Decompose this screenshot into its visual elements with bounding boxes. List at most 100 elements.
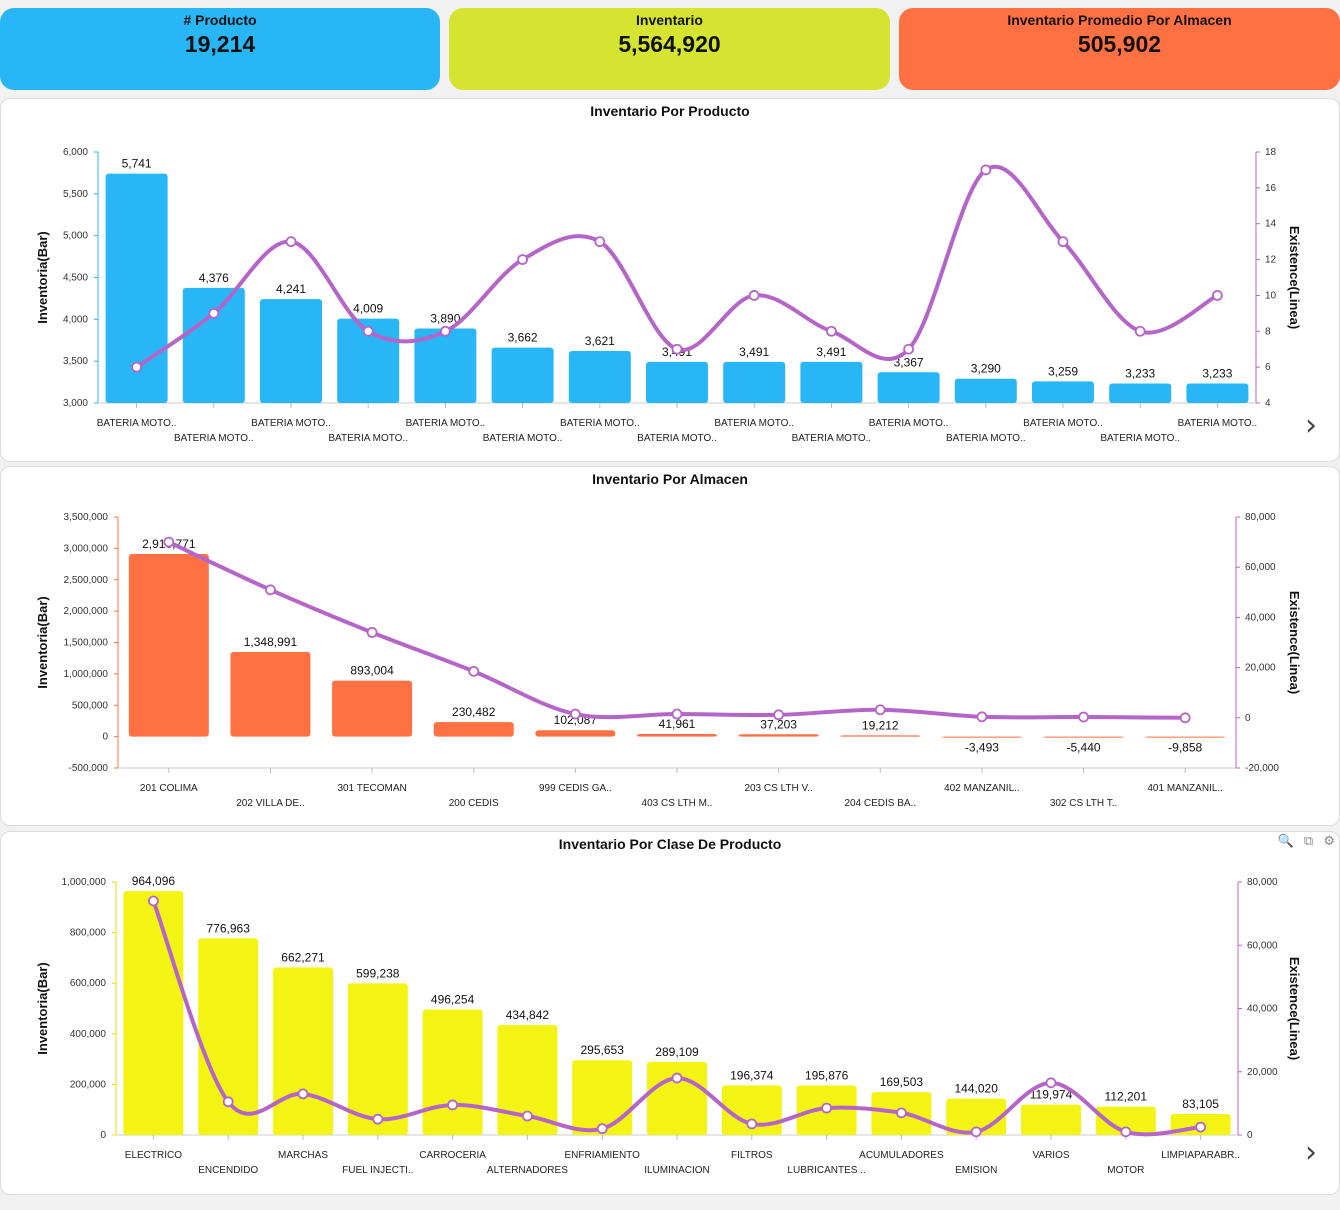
bar[interactable]: [572, 1060, 633, 1135]
bar[interactable]: [646, 361, 708, 403]
line-point[interactable]: [362, 325, 374, 337]
line-point[interactable]: [569, 708, 581, 720]
bar[interactable]: [637, 733, 717, 737]
y-tick-label: 200,000: [70, 1079, 107, 1090]
x-tick-label: BATERIA MOTO..: [483, 433, 563, 444]
line-point[interactable]: [746, 1118, 758, 1130]
bar-value-label: 3,259: [1048, 364, 1078, 378]
bar[interactable]: [422, 1009, 483, 1135]
bar[interactable]: [105, 173, 168, 403]
line-point[interactable]: [366, 627, 378, 638]
line-point[interactable]: [297, 1088, 309, 1100]
x-tick-label: 403 CS LTH M..: [642, 798, 713, 809]
line-point[interactable]: [517, 254, 528, 265]
bar[interactable]: [414, 328, 477, 403]
zoom-icon[interactable]: 🔍: [1277, 834, 1294, 849]
line-point[interactable]: [1195, 1121, 1206, 1133]
bar[interactable]: [347, 983, 408, 1135]
line-point[interactable]: [671, 708, 683, 720]
line-point[interactable]: [671, 343, 683, 355]
bar[interactable]: [1186, 383, 1249, 403]
kpi-card-products: # Producto 19,214: [0, 8, 440, 90]
line-point[interactable]: [1057, 236, 1069, 248]
bar[interactable]: [877, 372, 940, 403]
chevron-right-icon[interactable]: ›: [1305, 408, 1317, 443]
line-point[interactable]: [1134, 325, 1146, 337]
line-point[interactable]: [522, 1110, 533, 1122]
line-point[interactable]: [976, 711, 988, 723]
line-point[interactable]: [265, 584, 276, 596]
x-tick-label: BATERIA MOTO..: [869, 418, 949, 429]
bar[interactable]: [230, 651, 311, 737]
bar-value-label: -3,493: [965, 741, 999, 755]
bar-value-label: 4,376: [199, 271, 229, 285]
bar[interactable]: [128, 553, 209, 737]
line-point[interactable]: [821, 1102, 832, 1114]
bar[interactable]: [1095, 1106, 1156, 1135]
line-point[interactable]: [671, 1072, 683, 1084]
line-point[interactable]: [748, 290, 760, 301]
chevron-right-icon[interactable]: ›: [1305, 1135, 1317, 1170]
x-tick-label: BATERIA MOTO..: [637, 433, 717, 444]
line-point[interactable]: [372, 1113, 384, 1125]
line-point[interactable]: [222, 1096, 234, 1108]
line-point[interactable]: [1078, 711, 1089, 723]
bar-value-label: 169,503: [880, 1075, 924, 1089]
x-tick-label: BATERIA MOTO..: [328, 433, 408, 444]
line-point[interactable]: [874, 704, 886, 716]
line-point[interactable]: [208, 307, 220, 319]
y-tick-label: 4,000: [63, 314, 88, 325]
line-point[interactable]: [1179, 712, 1191, 724]
line-point[interactable]: [980, 164, 992, 176]
bar[interactable]: [491, 347, 554, 403]
line-point[interactable]: [447, 1099, 459, 1111]
line-point[interactable]: [594, 236, 606, 248]
bar[interactable]: [198, 938, 259, 1135]
line-point[interactable]: [896, 1107, 907, 1119]
bar[interactable]: [738, 734, 819, 737]
y2-tick-label: 20,000: [1247, 1067, 1278, 1078]
bar[interactable]: [123, 891, 184, 1135]
bar[interactable]: [1109, 383, 1172, 403]
line-point[interactable]: [596, 1123, 608, 1135]
line-point[interactable]: [1212, 290, 1223, 301]
line-point[interactable]: [285, 236, 297, 248]
bar-value-label: 3,290: [971, 362, 1001, 376]
bar[interactable]: [1145, 736, 1226, 738]
kpi-value: 19,214: [184, 31, 256, 57]
bar[interactable]: [1021, 1104, 1081, 1135]
line-point[interactable]: [970, 1126, 982, 1138]
bar[interactable]: [568, 351, 631, 403]
line-point[interactable]: [1045, 1077, 1057, 1089]
line-point[interactable]: [163, 536, 175, 548]
gear-icon[interactable]: ⚙: [1323, 834, 1335, 849]
line-point[interactable]: [1120, 1126, 1132, 1138]
copy-icon[interactable]: ⧉: [1303, 834, 1314, 849]
x-tick-label: 402 MANZANIL..: [944, 783, 1020, 794]
bar[interactable]: [433, 722, 514, 737]
bar[interactable]: [332, 680, 413, 737]
bar[interactable]: [1032, 381, 1094, 403]
line-point[interactable]: [439, 325, 451, 337]
line-point[interactable]: [468, 665, 480, 677]
line-point[interactable]: [773, 709, 785, 721]
bar[interactable]: [535, 730, 616, 737]
y2-tick-label: 0: [1245, 713, 1251, 724]
bar[interactable]: [954, 378, 1017, 403]
bar[interactable]: [182, 287, 245, 403]
bar[interactable]: [840, 735, 921, 737]
bar[interactable]: [723, 361, 786, 403]
kpi-label: Inventario: [636, 12, 703, 28]
bar[interactable]: [497, 1024, 558, 1135]
line-point[interactable]: [903, 343, 914, 355]
bar-value-label: 196,374: [730, 1068, 774, 1082]
bar[interactable]: [260, 299, 322, 403]
x-tick-label: ALTERNADORES: [487, 1165, 568, 1176]
line-point[interactable]: [826, 325, 837, 337]
bar[interactable]: [941, 736, 1022, 738]
line-point[interactable]: [131, 361, 143, 373]
line-point[interactable]: [147, 895, 159, 907]
bar[interactable]: [1043, 736, 1124, 738]
bar[interactable]: [273, 967, 333, 1135]
bar[interactable]: [800, 361, 863, 403]
